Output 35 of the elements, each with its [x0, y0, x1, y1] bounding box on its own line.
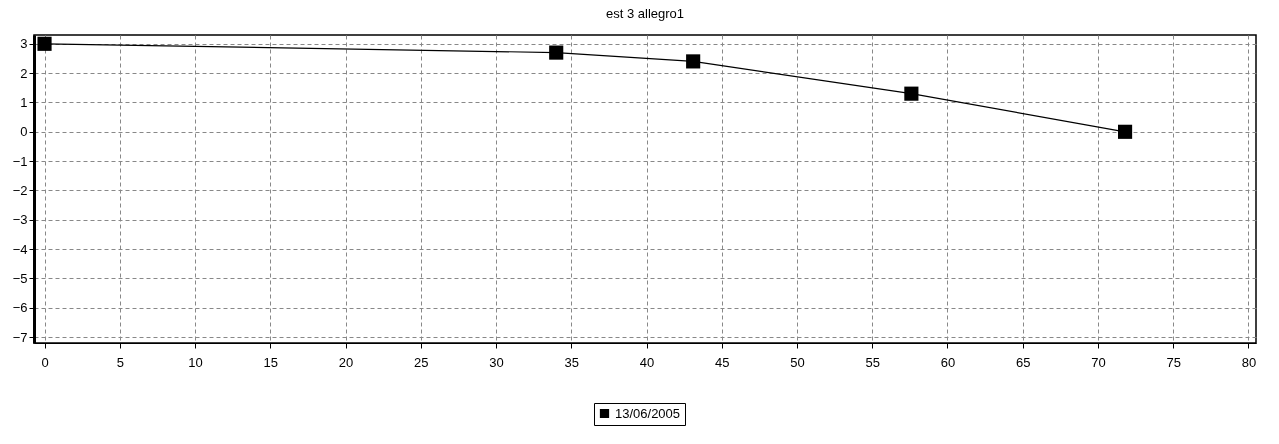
- x-tick-label: 15: [263, 354, 279, 370]
- y-tick-label: −2: [12, 182, 28, 198]
- y-tick-label: 3: [20, 36, 28, 52]
- x-tick-label: 80: [1241, 354, 1257, 370]
- x-tick-label: 35: [564, 354, 579, 370]
- y-tick-label: 2: [20, 65, 28, 81]
- x-tick-label: 40: [639, 354, 655, 370]
- x-tick-label: 45: [715, 354, 730, 370]
- x-tick-label: 65: [1016, 354, 1031, 370]
- y-tick-label: 1: [20, 94, 28, 110]
- x-tick-label: 30: [489, 354, 504, 370]
- x-tick-label: 20: [338, 354, 354, 370]
- y-tick-label: −5: [12, 270, 28, 286]
- x-tick-label: 10: [188, 354, 203, 370]
- y-tick-label: −3: [12, 212, 28, 228]
- point: [549, 45, 564, 60]
- point: [1118, 124, 1133, 139]
- point: [904, 86, 919, 101]
- y-tick-label: 0: [20, 124, 28, 140]
- y-tick-label: −1: [12, 153, 28, 169]
- x-tick-label: 55: [865, 354, 880, 370]
- chart-title: est 3 allegro1: [605, 6, 685, 21]
- x-tick-label: 70: [1091, 354, 1106, 370]
- point: [686, 54, 701, 69]
- y-tick-label: −7: [12, 329, 28, 345]
- x-tick-label: 50: [790, 354, 805, 370]
- x-tick-label: 5: [116, 354, 124, 370]
- y-tick-label: −4: [12, 241, 28, 257]
- x-tick-label: 0: [41, 354, 49, 370]
- x-tick-label: 60: [940, 354, 956, 370]
- x-tick-label: 25: [414, 354, 429, 370]
- y-tick-label: −6: [12, 300, 28, 316]
- x-tick-label: 75: [1166, 354, 1181, 370]
- point: [37, 36, 52, 51]
- legend-label: 13/06/2005: [615, 405, 681, 421]
